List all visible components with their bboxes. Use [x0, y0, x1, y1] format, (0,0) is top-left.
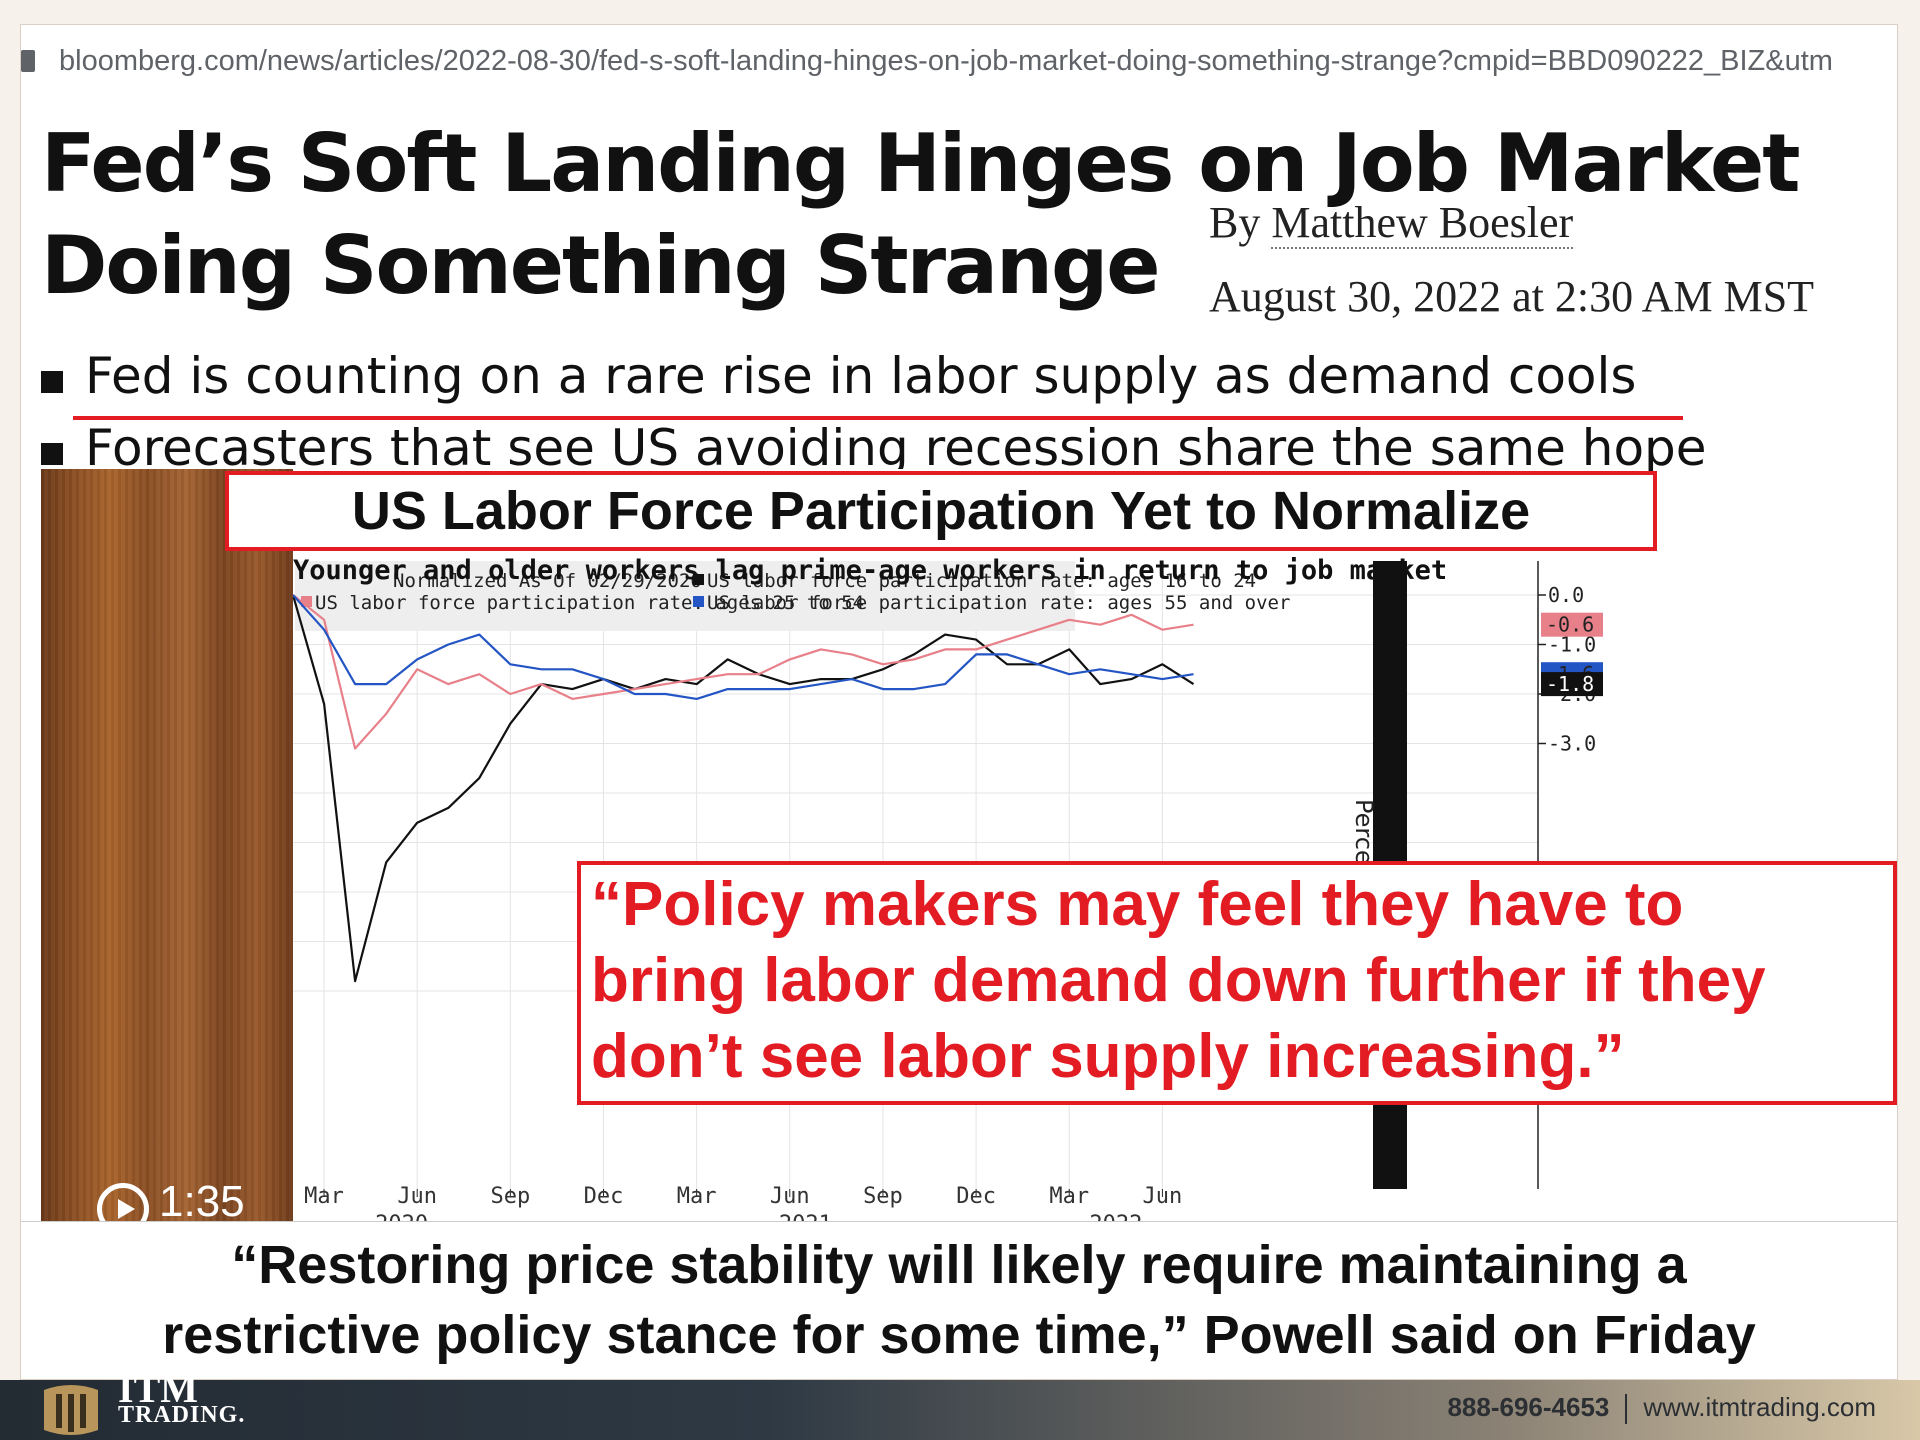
byline: By Matthew Boesler	[1209, 197, 1574, 249]
x-tick-label: Dec	[584, 1184, 624, 1209]
callout-line-3: don’t see labor supply increasing.”	[591, 1022, 1625, 1091]
legend-background	[295, 561, 1075, 631]
byline-prefix: By	[1209, 198, 1261, 247]
y-tick-label: -3.0	[1548, 732, 1596, 756]
article-headline: Fed’s Soft Landing Hinges on Job Market …	[41, 113, 1897, 317]
headline-line-1: Fed’s Soft Landing Hinges on Job Market	[41, 117, 1800, 210]
legend-entry: US labor force participation rate: ages …	[315, 592, 864, 614]
video-duration: 1:35	[159, 1177, 245, 1226]
divider	[1625, 1394, 1628, 1425]
line-chart: Normalized As Of 02/29/2020 US labor forc…	[291, 561, 1603, 1237]
legend-swatch	[301, 596, 312, 607]
x-tick-label: Sep	[863, 1184, 903, 1209]
url-text[interactable]: bloomberg.com/news/articles/2022-08-30/f…	[59, 44, 1833, 77]
x-tick-label: Mar	[1049, 1184, 1089, 1209]
slide-card: bloomberg.com/news/articles/2022-08-30/f…	[20, 24, 1898, 1380]
browser-url-bar[interactable]: bloomberg.com/news/articles/2022-08-30/f…	[21, 25, 1897, 97]
headline-line-2: Doing Something Strange	[41, 219, 1161, 312]
end-label-badge	[1541, 612, 1603, 637]
x-tick-label: Mar	[304, 1184, 344, 1209]
article-date: August 30, 2022 at 2:30 AM MST	[1209, 272, 1815, 321]
chart-subtitle: Younger and older workers lag prime-age …	[293, 555, 1448, 586]
bullet-text: Forecasters that see US avoiding recessi…	[85, 419, 1707, 477]
itm-logo-icon	[44, 1385, 98, 1435]
author-link[interactable]: Matthew Boesler	[1271, 198, 1574, 249]
callout-quote: “Policy makers may feel they have to bri…	[577, 861, 1897, 1105]
x-tick-label: Sep	[490, 1184, 530, 1209]
logo-text: ITM	[118, 1366, 198, 1411]
legend-header: Normalized As Of 02/29/2020	[393, 570, 702, 592]
legend-entry: US labor force participation rate: ages …	[707, 570, 1256, 592]
website-link[interactable]: www.itmtrading.com	[1643, 1392, 1876, 1422]
end-label-badge	[1541, 672, 1603, 697]
powell-quote: “Restoring price stability will likely r…	[21, 1221, 1897, 1379]
series-line-1	[291, 594, 1195, 983]
legend-swatch	[693, 574, 704, 585]
legend-entry: US labor force participation rate: ages …	[707, 592, 1290, 614]
series-line-3	[292, 594, 1194, 700]
wood-texture	[41, 469, 293, 1249]
y-tick-label: 0.0	[1548, 583, 1584, 607]
end-label-text: -1.8	[1546, 672, 1594, 696]
bullet-square-icon	[41, 371, 63, 393]
end-label-text: -0.6	[1546, 613, 1594, 637]
footer-contact: 888-696-4653 www.itmtrading.com	[1447, 1392, 1876, 1425]
x-tick-label: Jun	[397, 1184, 437, 1209]
bullet-text: Fed is counting on a rare rise in labor …	[85, 347, 1637, 405]
phone-number[interactable]: 888-696-4653	[1447, 1392, 1610, 1422]
powell-quote-line-1: “Restoring price stability will likely r…	[231, 1235, 1687, 1295]
x-tick-label: Jun	[770, 1184, 810, 1209]
chart-title: US Labor Force Participation Yet to Norm…	[225, 471, 1657, 551]
bullet-square-icon	[41, 443, 63, 465]
powell-quote-line-2: restrictive policy stance for some time,…	[162, 1305, 1756, 1365]
chart-panel: Normalized As Of 02/29/2020 US labor forc…	[291, 469, 1613, 1249]
summary-bullet-2: Forecasters that see US avoiding recessi…	[41, 419, 1707, 477]
logo-subtext: TRADING.	[118, 1402, 246, 1428]
x-tick-label: Mar	[677, 1184, 717, 1209]
summary-bullet-1: Fed is counting on a rare rise in labor …	[41, 347, 1636, 405]
series-line-2	[292, 594, 1194, 750]
video-thumbnail[interactable]: 1:35	[41, 469, 293, 1249]
callout-line-1: “Policy makers may feel they have to	[591, 870, 1684, 939]
callout-line-2: bring labor demand down further if they	[591, 946, 1766, 1015]
x-tick-label: Jun	[1143, 1184, 1183, 1209]
red-underline	[73, 416, 1683, 420]
lock-icon	[21, 50, 35, 72]
footer-bar: ITM TRADING. 888-696-4653 www.itmtrading.…	[0, 1369, 1920, 1440]
x-tick-label: Dec	[956, 1184, 996, 1209]
legend-swatch	[693, 596, 704, 607]
